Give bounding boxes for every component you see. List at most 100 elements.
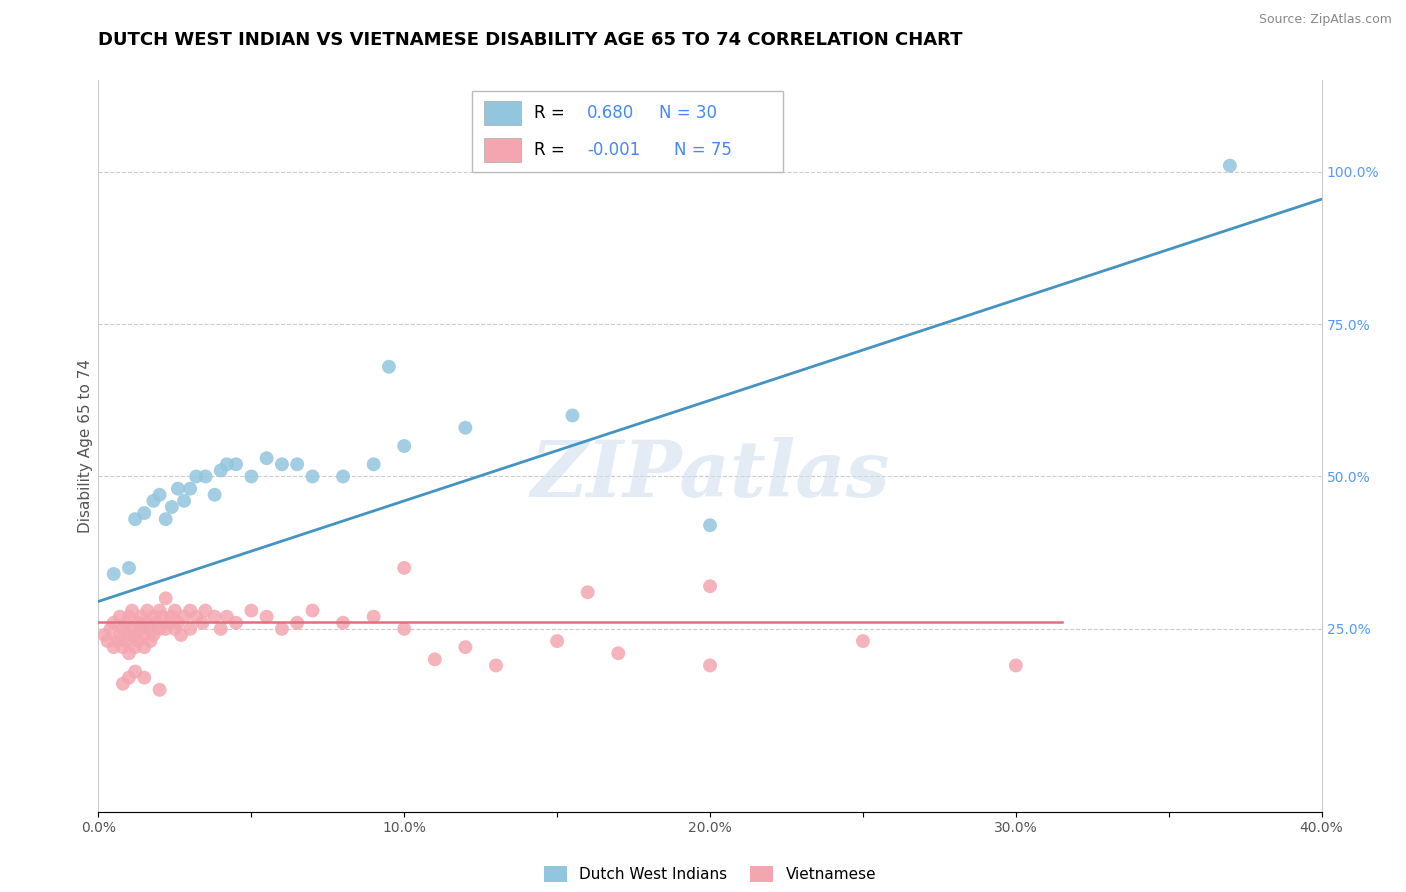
Point (152, 609, 174, 624)
Point (115, 615, 138, 630)
Point (699, 579, 721, 593)
Point (215, 457, 238, 471)
Point (129, 609, 152, 624)
Text: DUTCH WEST INDIAN VS VIETNAMESE DISABILITY AGE 65 TO 74 CORRELATION CHART: DUTCH WEST INDIAN VS VIETNAMESE DISABILI… (98, 31, 963, 49)
Y-axis label: Disability Age 65 to 74: Disability Age 65 to 74 (77, 359, 93, 533)
Point (256, 451, 278, 466)
Point (209, 622, 232, 636)
Point (149, 682, 172, 697)
Point (155, 622, 177, 636)
Point (134, 628, 156, 642)
Point (155, 591, 177, 606)
Point (97, 634, 120, 648)
Point (108, 609, 131, 624)
Text: R =: R = (534, 104, 569, 122)
Point (301, 603, 323, 617)
Point (118, 671, 141, 685)
Point (179, 603, 201, 617)
Point (240, 469, 263, 483)
Point (118, 609, 141, 624)
FancyBboxPatch shape (471, 91, 783, 172)
Text: 0.680: 0.680 (586, 104, 634, 122)
Point (155, 512, 177, 526)
Point (392, 622, 416, 636)
Point (103, 640, 125, 655)
Point (576, 585, 599, 599)
Point (167, 615, 190, 630)
Point (167, 482, 190, 496)
Point (607, 646, 630, 660)
Point (149, 603, 172, 617)
Text: N = 30: N = 30 (658, 104, 717, 122)
Point (124, 665, 146, 679)
Point (136, 615, 159, 630)
Point (134, 640, 156, 655)
Point (173, 609, 195, 624)
Point (139, 622, 162, 636)
Point (392, 439, 416, 453)
Point (179, 482, 201, 496)
Point (129, 622, 152, 636)
Point (378, 359, 401, 374)
Text: ZIPatlas: ZIPatlas (530, 437, 890, 514)
Point (699, 658, 721, 673)
Point (163, 603, 186, 617)
Point (163, 622, 186, 636)
Point (285, 457, 308, 471)
Text: Source: ZipAtlas.com: Source: ZipAtlas.com (1258, 13, 1392, 27)
Point (225, 457, 247, 471)
Point (546, 634, 568, 648)
Point (111, 640, 134, 655)
Point (134, 506, 156, 520)
Point (454, 421, 477, 435)
Point (561, 409, 583, 423)
Point (204, 488, 226, 502)
Point (100, 622, 122, 636)
Point (142, 494, 165, 508)
Point (121, 603, 143, 617)
Point (423, 652, 446, 666)
Point (699, 518, 721, 533)
Point (124, 512, 146, 526)
Point (194, 469, 217, 483)
Text: N = 75: N = 75 (675, 141, 733, 159)
Point (301, 469, 323, 483)
Point (93, 628, 115, 642)
Point (111, 622, 134, 636)
Point (136, 603, 159, 617)
Point (186, 469, 208, 483)
Point (204, 609, 226, 624)
Point (142, 609, 165, 624)
Point (454, 640, 477, 655)
Point (105, 634, 128, 648)
Point (215, 609, 238, 624)
Point (124, 628, 146, 642)
Point (149, 488, 172, 502)
Point (118, 628, 141, 642)
Point (139, 634, 162, 648)
Point (363, 457, 385, 471)
Point (240, 603, 263, 617)
Point (852, 634, 875, 648)
Point (160, 500, 183, 514)
Point (149, 622, 172, 636)
Point (186, 609, 208, 624)
Point (103, 615, 125, 630)
Point (142, 628, 165, 642)
Point (332, 615, 354, 630)
Point (118, 646, 141, 660)
Point (127, 634, 149, 648)
Point (115, 634, 138, 648)
Point (191, 615, 214, 630)
Point (392, 561, 416, 575)
Point (363, 609, 385, 624)
Point (270, 622, 292, 636)
Point (121, 622, 143, 636)
Point (1004, 658, 1026, 673)
Point (485, 658, 508, 673)
Point (160, 609, 183, 624)
Point (285, 615, 308, 630)
Point (332, 469, 354, 483)
Point (145, 615, 167, 630)
Point (118, 561, 141, 575)
